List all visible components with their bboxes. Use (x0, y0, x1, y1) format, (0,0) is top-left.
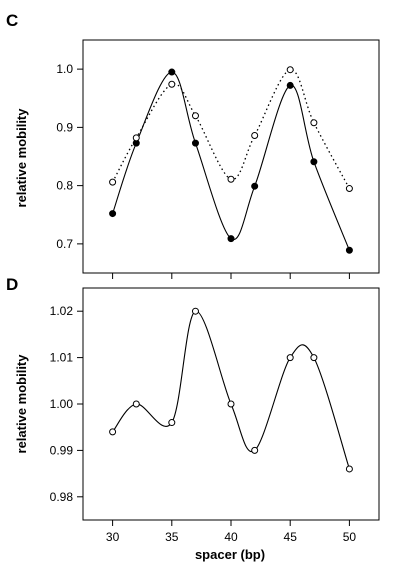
panel-c: C relative mobility 0.7 0.8 0.9 1.0 (6, 11, 380, 279)
data-point (286, 81, 294, 89)
y-tick-label: 0.9 (56, 120, 73, 134)
x-tick-label: 30 (106, 530, 120, 544)
data-point (168, 80, 176, 88)
x-tick-label: 40 (224, 530, 238, 544)
data-point (191, 112, 199, 120)
panel-c-x-ticks (112, 273, 350, 279)
data-point (286, 354, 294, 362)
panel-d-series-lines (112, 310, 350, 470)
data-point (227, 235, 235, 243)
data-point (345, 465, 353, 473)
y-tick-label: 1.00 (50, 397, 74, 411)
data-point (168, 419, 176, 427)
data-point (191, 307, 199, 315)
panel-d-y-ticks: 0.98 0.99 1.00 1.01 1.02 (50, 304, 83, 504)
y-tick-label: 1.01 (50, 351, 74, 365)
x-axis-label: spacer (bp) (195, 547, 265, 562)
panel-c-points (109, 66, 353, 254)
panel-c-y-axis-label: relative mobility (14, 108, 29, 208)
data-point (132, 134, 140, 142)
panel-c-y-ticks: 0.7 0.8 0.9 1.0 (56, 62, 83, 251)
panel-d-y-axis-label: relative mobility (14, 354, 29, 454)
data-point (310, 119, 318, 127)
x-tick-label: 35 (165, 530, 179, 544)
data-point (345, 185, 353, 193)
data-point (251, 182, 259, 190)
data-point (227, 400, 235, 408)
data-point (132, 400, 140, 408)
data-point (251, 446, 259, 454)
x-tick-label: 50 (343, 530, 357, 544)
panel-d-x-ticks: 30 35 40 45 50 (106, 520, 356, 544)
data-point (251, 132, 259, 140)
data-point (168, 68, 176, 76)
y-tick-label: 1.0 (56, 62, 73, 76)
y-tick-label: 0.8 (56, 179, 73, 193)
y-tick-label: 0.99 (50, 443, 74, 457)
data-point (191, 139, 199, 147)
data-point (310, 354, 318, 362)
data-point (109, 178, 117, 186)
panel-d-letter: D (6, 275, 18, 294)
data-point (286, 66, 294, 74)
x-tick-label: 45 (284, 530, 298, 544)
data-point (345, 246, 353, 254)
series-line-2 (112, 69, 350, 189)
data-point (109, 210, 117, 218)
data-point (109, 428, 117, 436)
data-point (310, 158, 318, 166)
y-tick-label: 0.98 (50, 490, 74, 504)
panel-d: D relative mobility 0.98 0.99 1.00 1.01 1.02… (6, 275, 380, 562)
series-line-1 (112, 310, 350, 470)
data-point (227, 175, 235, 183)
y-tick-label: 1.02 (50, 304, 74, 318)
y-tick-label: 0.7 (56, 237, 73, 251)
panel-c-letter: C (6, 11, 18, 30)
panel-d-points (109, 307, 353, 473)
